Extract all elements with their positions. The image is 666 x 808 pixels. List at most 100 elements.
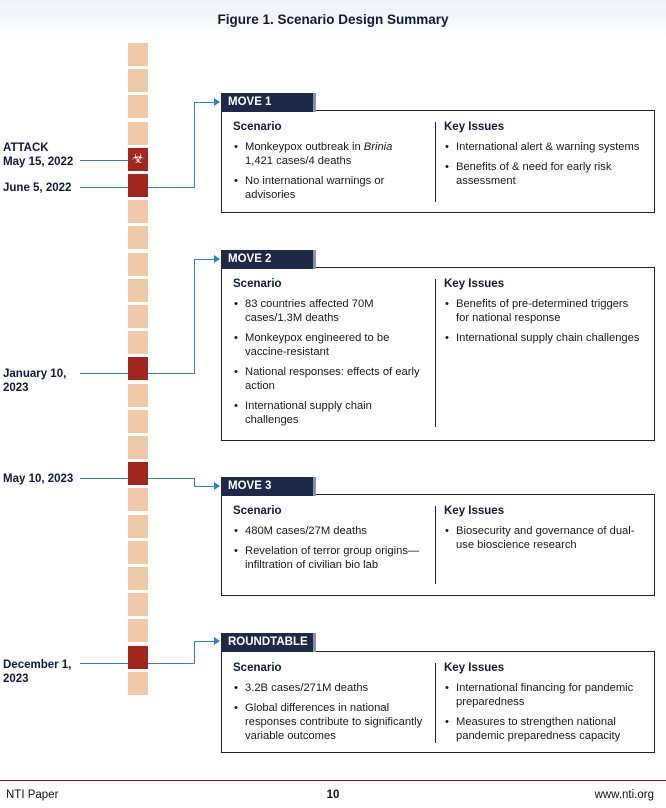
footer-left: NTI Paper xyxy=(6,789,59,801)
move1-connector-top xyxy=(194,102,214,103)
move3-divider xyxy=(435,506,436,584)
footer-right: www.nti.org xyxy=(594,789,654,801)
timeline-segment xyxy=(128,226,148,249)
roundtable-date-connector xyxy=(80,663,128,664)
timeline-marker xyxy=(128,174,148,197)
move1-scenario: Scenario Monkeypox outbreak in Brinia 1,… xyxy=(233,120,423,208)
move1-scenario-item: No international warnings or advisories xyxy=(233,174,423,202)
roundtable-arrow-icon xyxy=(214,637,220,645)
timeline-segment xyxy=(128,436,148,459)
move2-connector-top xyxy=(194,259,214,260)
timeline-segment xyxy=(128,619,148,642)
roundtable-scenario-item: 3.2B cases/271M deaths xyxy=(233,681,425,695)
move3-date: May 10, 2023 xyxy=(3,473,74,485)
roundtable-date-line2: 2023 xyxy=(3,673,29,685)
timeline-segment xyxy=(128,95,148,118)
move1-issue-item: Benefits of & need for early risk assess… xyxy=(444,160,644,188)
attack-marker: ☣ xyxy=(128,148,148,171)
roundtable-divider xyxy=(435,663,436,743)
move1-connector-h xyxy=(148,187,194,188)
move2-scenario-item: 83 countries affected 70M cases/1.3M dea… xyxy=(233,297,423,325)
move2-tab: MOVE 2 xyxy=(221,250,316,269)
biohazard-icon: ☣ xyxy=(131,151,145,167)
roundtable-date-line1: December 1, xyxy=(3,659,72,671)
timeline-marker xyxy=(128,646,148,669)
timeline-segment xyxy=(128,331,148,354)
move3-scenario-item: 480M cases/27M deaths xyxy=(233,524,423,538)
figure-title: Figure 1. Scenario Design Summary xyxy=(217,12,449,27)
attack-label: ATTACK xyxy=(3,142,49,154)
roundtable-scenario-item: Global differences in national responses… xyxy=(233,701,425,743)
footer-rule xyxy=(0,780,666,781)
move1-tab: MOVE 1 xyxy=(221,93,316,112)
move3-scenario-heading: Scenario xyxy=(233,505,282,517)
move3-issue-item: Biosecurity and governance of dual-use b… xyxy=(444,524,644,552)
timeline-segment xyxy=(128,593,148,616)
timeline-segment xyxy=(128,305,148,328)
attack-date: May 15, 2022 xyxy=(3,156,74,168)
move3-box: Scenario 480M cases/27M deaths Revelatio… xyxy=(221,494,655,596)
move3-arrow-icon xyxy=(214,482,220,490)
move1-issues: Key Issues International alert & warning… xyxy=(444,120,644,194)
move2-scenario: Scenario 83 countries affected 70M cases… xyxy=(233,277,423,433)
roundtable-connector-h xyxy=(148,663,194,664)
page-number: 10 xyxy=(326,789,340,801)
move2-scenario-item: National responses: effects of early act… xyxy=(233,365,423,393)
move1-date: June 5, 2022 xyxy=(3,182,72,194)
timeline-segment xyxy=(128,541,148,564)
timeline-segment xyxy=(128,384,148,407)
timeline-marker xyxy=(128,357,148,380)
roundtable-tab: ROUNDTABLE xyxy=(221,633,316,652)
attack-date-connector xyxy=(80,160,128,161)
move2-issue-item: International supply chain challenges xyxy=(444,331,644,345)
roundtable-scenario-heading: Scenario xyxy=(233,662,282,674)
timeline-segment xyxy=(128,410,148,433)
timeline-segment xyxy=(128,253,148,276)
move2-scenario-item: Monkeypox engineered to be vaccine-resis… xyxy=(233,331,423,359)
move2-arrow-icon xyxy=(214,255,220,263)
move1-arrow-icon xyxy=(214,98,220,106)
timeline-segment xyxy=(128,515,148,538)
roundtable-issue-item: Measures to strengthen national pandemic… xyxy=(444,715,650,743)
move3-connector-h xyxy=(148,478,194,479)
roundtable-issues-heading: Key Issues xyxy=(444,662,505,674)
roundtable-box: Scenario 3.2B cases/271M deaths Global d… xyxy=(221,651,655,753)
timeline-segment xyxy=(128,200,148,223)
timeline-segment xyxy=(128,43,148,66)
timeline-marker xyxy=(128,462,148,485)
move1-scenario-heading: Scenario xyxy=(233,121,282,133)
move1-date-connector xyxy=(80,187,128,188)
move2-date-line2: 2023 xyxy=(3,382,29,394)
move3-tab: MOVE 3 xyxy=(221,477,316,496)
timeline-segment xyxy=(128,488,148,511)
move1-divider xyxy=(435,122,436,202)
move2-issues-heading: Key Issues xyxy=(444,278,505,290)
move2-date-connector xyxy=(80,373,128,374)
move2-issues: Key Issues Benefits of pre-determined tr… xyxy=(444,277,644,351)
move3-issues-heading: Key Issues xyxy=(444,505,505,517)
move1-issue-item: International alert & warning systems xyxy=(444,140,644,154)
move1-scenario-item: Monkeypox outbreak in Brinia 1,421 cases… xyxy=(233,140,423,168)
move2-connector-h xyxy=(148,373,194,374)
move2-box: Scenario 83 countries affected 70M cases… xyxy=(221,267,655,441)
roundtable-connector-v xyxy=(194,641,195,664)
roundtable-scenario: Scenario 3.2B cases/271M deaths Global d… xyxy=(233,661,425,749)
move1-issues-heading: Key Issues xyxy=(444,121,505,133)
move2-issue-item: Benefits of pre-determined triggers for … xyxy=(444,297,644,325)
timeline-segment xyxy=(128,672,148,695)
timeline-segment xyxy=(128,279,148,302)
move3-connector-top xyxy=(194,486,214,487)
move1-box: Scenario Monkeypox outbreak in Brinia 1,… xyxy=(221,110,655,213)
move2-divider xyxy=(435,279,436,427)
move2-connector-v xyxy=(194,259,195,374)
move3-date-connector xyxy=(80,478,128,479)
timeline-segment xyxy=(128,122,148,145)
move3-scenario-item: Revelation of terror group origins—infil… xyxy=(233,544,423,572)
timeline-segment xyxy=(128,567,148,590)
roundtable-issue-item: International financing for pandemic pre… xyxy=(444,681,650,709)
move3-issues: Key Issues Biosecurity and governance of… xyxy=(444,504,644,558)
header-background xyxy=(0,0,666,40)
roundtable-connector-top xyxy=(194,641,214,642)
timeline-segment xyxy=(128,69,148,92)
move3-scenario: Scenario 480M cases/27M deaths Revelatio… xyxy=(233,504,423,578)
